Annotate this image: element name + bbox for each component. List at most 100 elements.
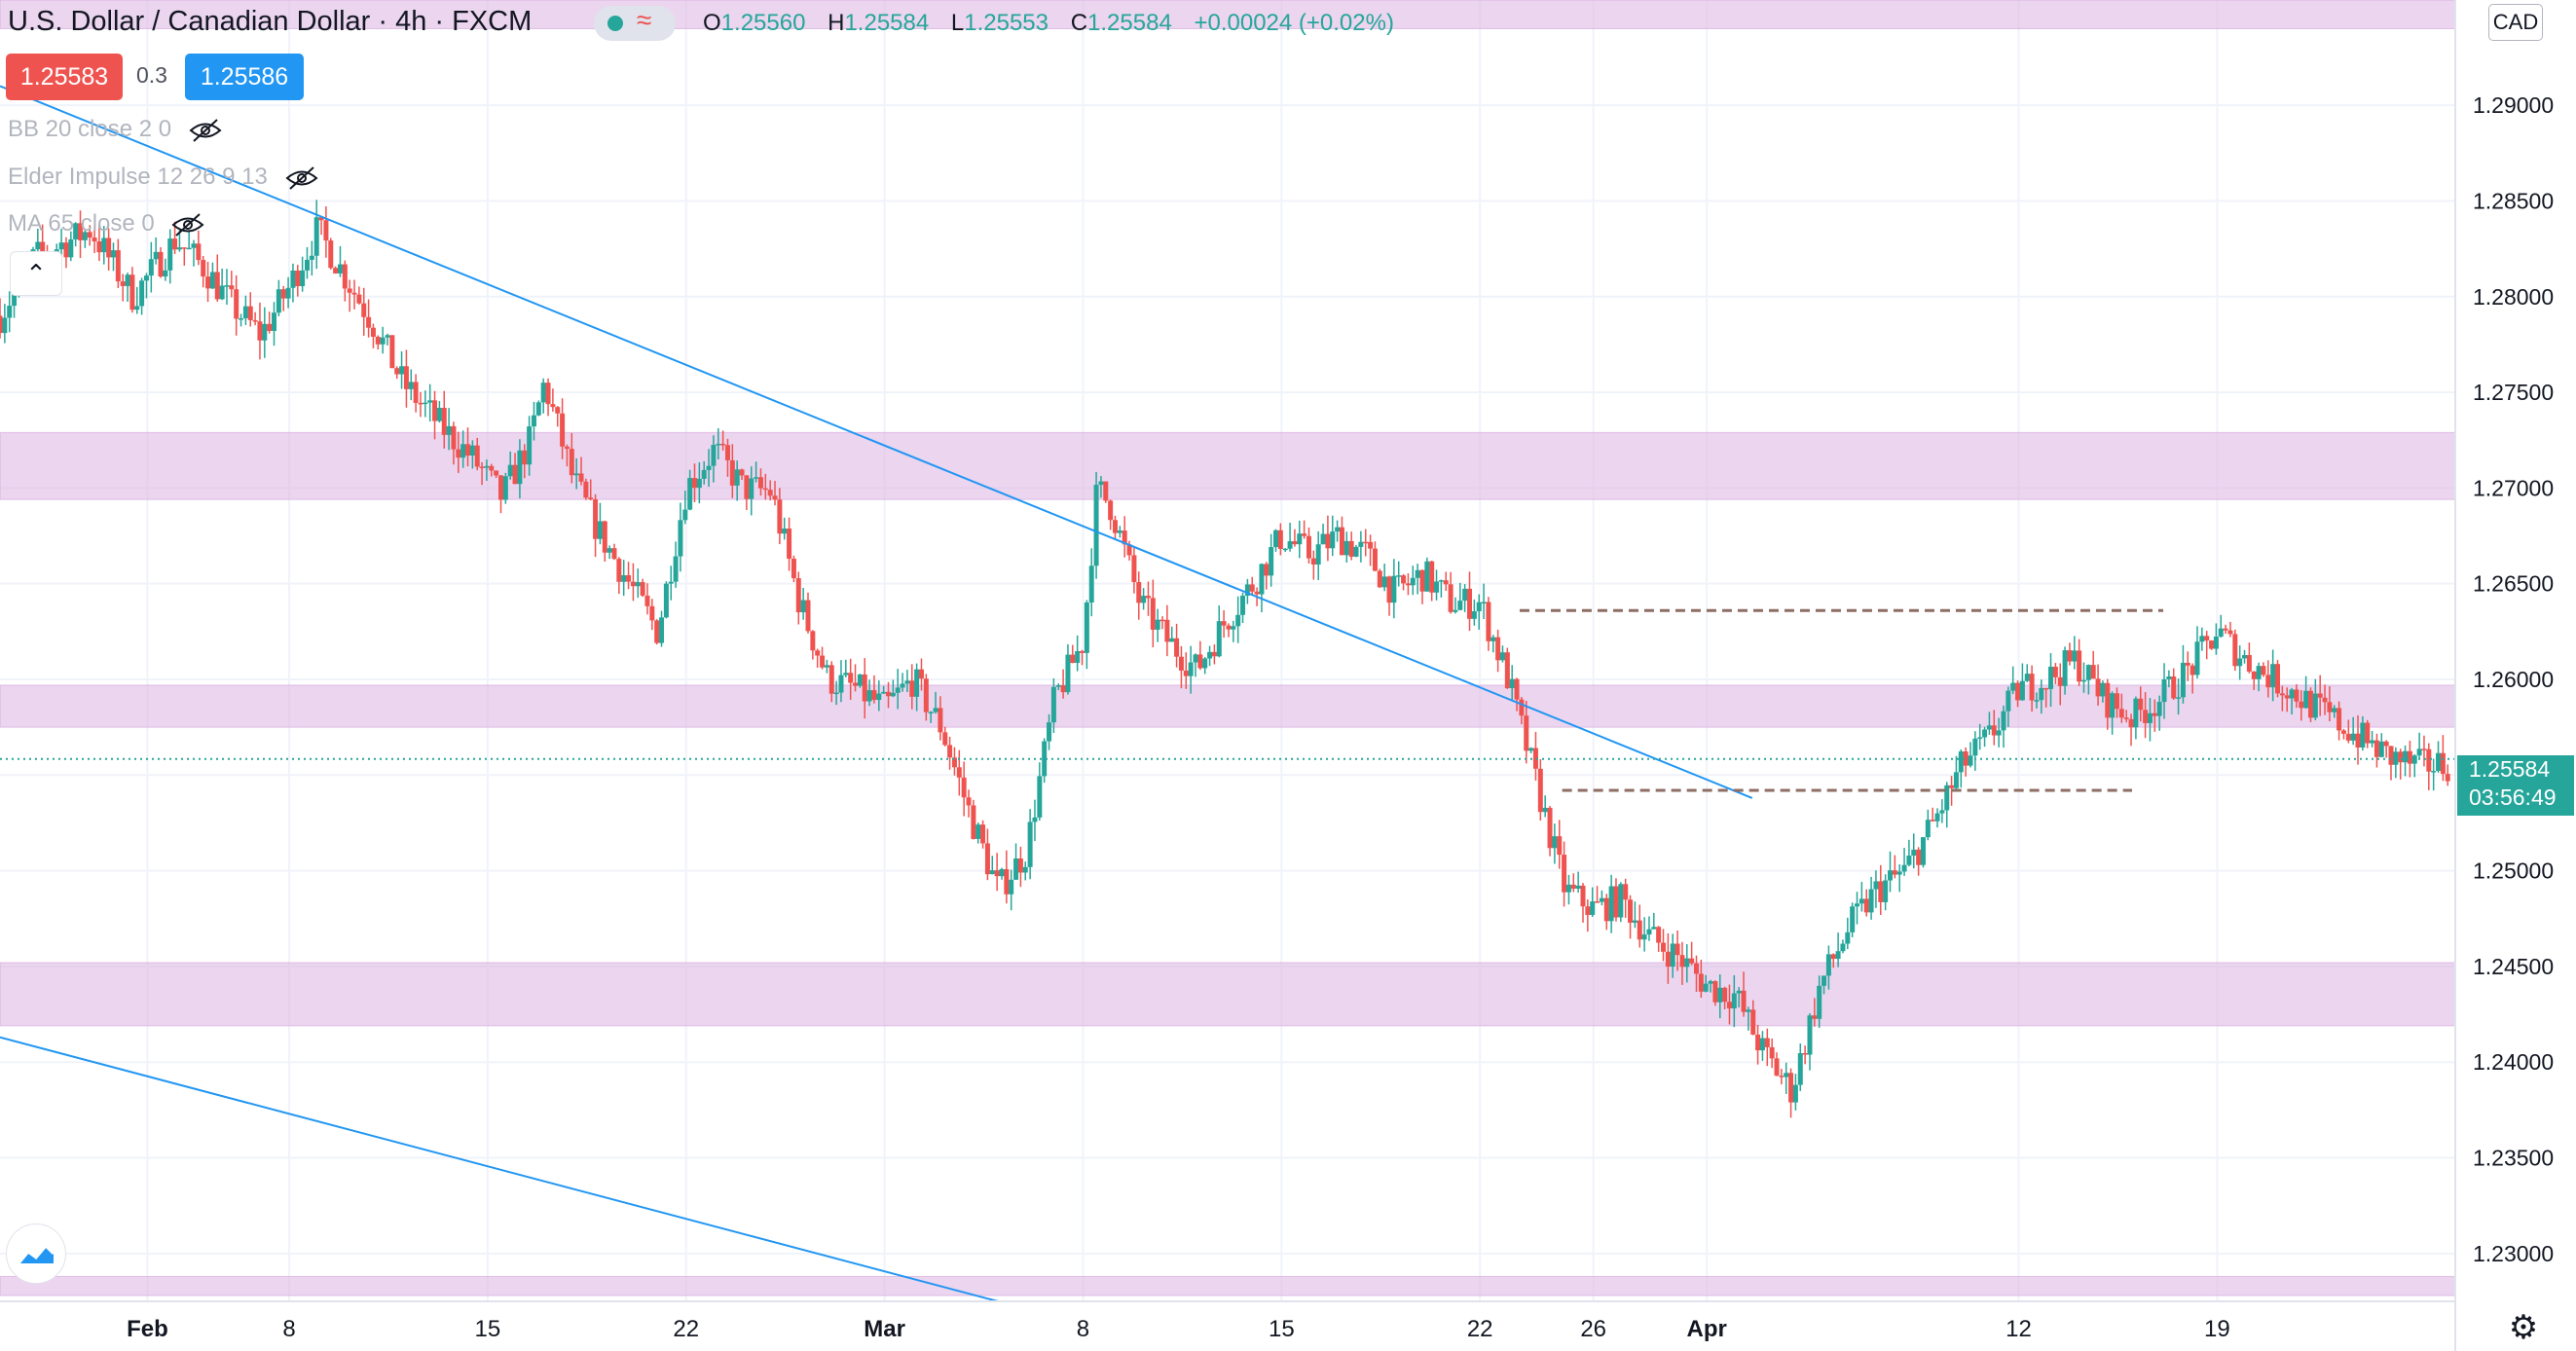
candle-body (309, 255, 314, 260)
candle-body (1108, 500, 1114, 521)
buy-button[interactable]: 1.25586 (185, 54, 304, 100)
candle-body (2218, 628, 2224, 638)
candle-body (460, 444, 466, 458)
eye-off-icon[interactable] (284, 165, 319, 191)
ohlc-values: O1.25560 H1.25584 L1.25553 C1.25584 +0.0… (703, 10, 1394, 37)
candle-body (427, 400, 433, 403)
candle-body (2398, 751, 2404, 763)
candle-body (2123, 717, 2129, 719)
candle-body (2015, 682, 2021, 701)
candle-body (1802, 1053, 1808, 1055)
candle-body (484, 465, 490, 468)
indicator-bb[interactable]: BB 20 close 2 0 (8, 116, 223, 143)
candle-body (2383, 741, 2389, 747)
candle-body (754, 477, 759, 479)
candle-body (1656, 927, 1662, 943)
candle-body (295, 270, 301, 287)
candle-body (711, 445, 717, 466)
candle-body (1958, 751, 1964, 773)
candle-body (2223, 628, 2228, 631)
candle-body (7, 306, 13, 318)
indicator-ma[interactable]: MA 65 close 0 (8, 210, 205, 237)
candle-body (2251, 671, 2257, 679)
candle-body (1731, 993, 1737, 1008)
candle-body (673, 556, 679, 582)
candle-body (2190, 665, 2195, 676)
candle-body (635, 582, 641, 587)
candle-body (2095, 678, 2101, 697)
candle-body (640, 582, 645, 596)
time-axis: Feb 8 15 22 Mar 8 15 22 26 Apr 12 19 (127, 1316, 2230, 1342)
candle-body (1632, 920, 1638, 923)
candle-body (1703, 983, 1709, 992)
candle-body (285, 287, 291, 299)
candle-body (749, 478, 754, 499)
candle-body (1750, 1009, 1756, 1035)
candle-body (545, 383, 551, 405)
candle-body (1982, 729, 1988, 738)
candle-body (2294, 689, 2300, 702)
candle-body (607, 548, 612, 553)
candle-body (795, 578, 801, 613)
candle-body (2043, 687, 2049, 690)
candle-body (1335, 527, 1341, 532)
candle-body (1315, 544, 1321, 565)
candle-body (2337, 708, 2342, 731)
candle-body (58, 242, 64, 250)
market-status-badge[interactable]: ≈ (594, 5, 676, 41)
candle-body (40, 241, 46, 252)
candle-body (2355, 733, 2361, 748)
eye-off-icon[interactable] (170, 212, 205, 237)
candle-body (120, 281, 126, 286)
candle-body (1193, 654, 1198, 663)
candle-body (403, 366, 409, 389)
candle-body (63, 242, 69, 258)
candle-body (347, 288, 352, 293)
candle-body (1363, 541, 1369, 544)
candle-body (716, 443, 721, 446)
candle-body (876, 693, 882, 701)
currency-label[interactable]: CAD (2488, 4, 2543, 41)
candle-body (2407, 750, 2412, 764)
candle-body (1495, 637, 1501, 661)
candle-body (1486, 602, 1491, 641)
candle-body (1141, 596, 1147, 603)
candle-body (267, 323, 273, 331)
candle-body (1991, 725, 1997, 736)
candle-body (2411, 755, 2417, 764)
eye-off-icon[interactable] (188, 118, 223, 143)
candle-body (209, 272, 215, 289)
candle-body (1575, 885, 1581, 890)
candle-body (1835, 951, 1841, 960)
candle-body (465, 444, 471, 456)
candle-body (1259, 564, 1265, 595)
candle-body (1850, 906, 1856, 932)
candle-body (1103, 481, 1109, 501)
candle-body (1009, 879, 1014, 895)
tradingview-logo-icon[interactable] (6, 1223, 66, 1284)
candle-body (2365, 722, 2371, 744)
candle-body (1348, 540, 1354, 557)
sell-button[interactable]: 1.25583 (6, 54, 123, 100)
candle-body (1661, 942, 1667, 952)
high-value: 1.25584 (844, 10, 930, 36)
candle-body (1623, 884, 1629, 900)
candle-body (1164, 619, 1170, 642)
candle-body (1774, 1058, 1780, 1077)
candle-body (361, 303, 367, 317)
candle-body (239, 318, 244, 320)
candle-body (597, 521, 603, 539)
candle-body (602, 521, 607, 553)
price-tick-label: 1.26500 (2473, 571, 2554, 597)
candle-body (1405, 583, 1411, 586)
candle-body (1306, 535, 1311, 559)
settings-gear-icon[interactable]: ⚙ (2508, 1309, 2539, 1346)
candle-body (474, 445, 480, 467)
candle-body (1736, 990, 1742, 994)
collapse-legend-button[interactable]: ⌃ (10, 251, 62, 296)
symbol-title[interactable]: U.S. Dollar / Canadian Dollar · 4h · FXC… (8, 6, 533, 37)
indicator-elder-impulse[interactable]: Elder Impulse 12 26 9 13 (8, 164, 319, 191)
candle-body (1055, 685, 1061, 687)
candle-body (2340, 730, 2346, 734)
